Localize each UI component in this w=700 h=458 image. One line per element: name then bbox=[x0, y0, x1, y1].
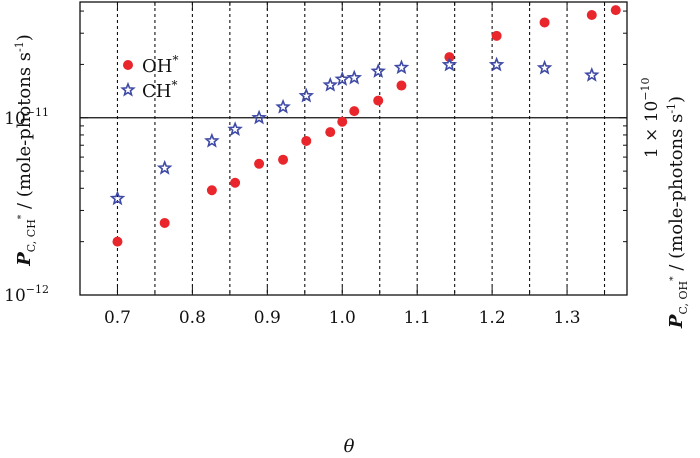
x-tick-labels: 0.7 0.8 0.9 1.0 1.1 1.2 1.3 bbox=[104, 308, 581, 328]
data-point-oh bbox=[325, 127, 336, 138]
y-axis-title-right: PC, OH* / (mole-photons s-1) bbox=[665, 96, 690, 329]
gridlines bbox=[116, 2, 606, 295]
data-point-ch bbox=[536, 59, 553, 75]
data-point-oh bbox=[586, 10, 597, 21]
y-axis-title-left: PC, CH* / (mole-photons s-1) bbox=[13, 34, 38, 267]
x-tick-label: 1.1 bbox=[404, 308, 431, 328]
data-point-ch bbox=[156, 159, 173, 175]
y-tick-exponent: −11 bbox=[26, 106, 49, 119]
data-point-ch bbox=[346, 69, 363, 85]
x-tick-label: 1.0 bbox=[329, 308, 356, 328]
plot-frame bbox=[79, 1, 628, 296]
x-tick-label: 0.8 bbox=[179, 308, 206, 328]
x-tick-label: 0.9 bbox=[254, 308, 281, 328]
data-point-oh bbox=[337, 116, 348, 127]
data-point-ch bbox=[441, 56, 458, 72]
data-point-ch bbox=[204, 132, 220, 148]
data-point-ch bbox=[583, 66, 600, 82]
legend-label-oh: OH* bbox=[142, 53, 178, 77]
data-point-ch bbox=[275, 98, 291, 114]
data-point-oh bbox=[610, 5, 621, 16]
data-point-ch bbox=[334, 71, 351, 86]
x-tick-label: 1.2 bbox=[479, 308, 506, 328]
data-point-ch bbox=[227, 121, 243, 137]
y-tick-exponent: −10 bbox=[639, 77, 652, 100]
y-tick-label-right: 1 × 10−10 bbox=[639, 77, 662, 158]
legend: OH* CH* bbox=[120, 53, 178, 102]
data-point-ch bbox=[322, 76, 339, 92]
data-point-oh bbox=[254, 158, 265, 169]
x-tick-label: 0.7 bbox=[104, 308, 131, 328]
data-point-ch bbox=[251, 109, 267, 125]
y-tick-label-left: 10−12 bbox=[4, 283, 49, 306]
legend-label-ch: CH* bbox=[142, 78, 177, 102]
x-tick-label: 1.3 bbox=[554, 308, 581, 328]
data-point-oh bbox=[230, 177, 241, 188]
data-point-oh bbox=[206, 185, 217, 196]
plot-background bbox=[80, 2, 627, 295]
data-point-oh bbox=[349, 106, 360, 117]
y-tick-label-right-group: 1 × 10−10 bbox=[639, 77, 662, 158]
legend-marker-oh bbox=[123, 60, 133, 70]
data-point-oh bbox=[373, 95, 384, 106]
data-point-oh bbox=[278, 154, 289, 165]
legend-marker-ch bbox=[120, 81, 136, 97]
y-tick-exponent: −12 bbox=[26, 283, 49, 296]
data-point-ch bbox=[370, 63, 387, 78]
data-point-oh bbox=[396, 80, 407, 91]
data-point-ch bbox=[393, 59, 410, 75]
x-axis-title: θ bbox=[344, 436, 355, 457]
data-point-oh bbox=[539, 17, 550, 28]
data-point-ch bbox=[488, 56, 505, 72]
data-point-oh bbox=[491, 30, 502, 41]
data-point-oh bbox=[112, 236, 123, 247]
data-point-oh bbox=[159, 217, 170, 228]
data-points bbox=[109, 5, 621, 247]
data-point-ch bbox=[298, 87, 315, 103]
data-point-oh bbox=[301, 135, 312, 146]
data-point-ch bbox=[109, 190, 126, 206]
